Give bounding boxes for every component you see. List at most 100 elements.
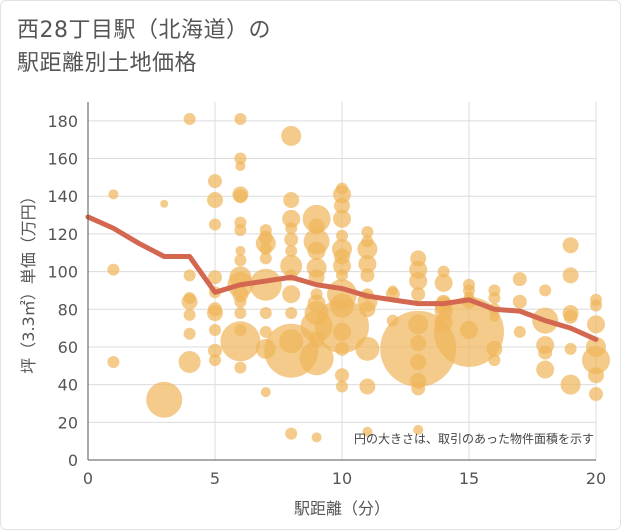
bubble	[333, 322, 351, 341]
x-tick-label: 0	[83, 469, 93, 488]
bubble	[562, 237, 579, 254]
bubble	[311, 432, 322, 443]
bubble	[282, 209, 301, 228]
bubble	[183, 291, 196, 304]
bubble	[183, 327, 196, 340]
bubble	[359, 301, 376, 318]
x-tick-label: 15	[459, 469, 479, 488]
bubble	[460, 320, 478, 339]
bubble	[336, 269, 348, 282]
bubble	[408, 314, 429, 335]
bubble	[358, 255, 377, 274]
bubble	[208, 343, 222, 358]
bubble	[183, 112, 196, 125]
bubble	[434, 273, 453, 292]
y-tick-labels: 0 20 40 60 80 100 120 140 160 180	[47, 112, 78, 470]
bubble	[587, 315, 605, 334]
bubble	[260, 387, 271, 398]
bubble	[235, 161, 246, 172]
bubble	[234, 323, 247, 336]
bubble	[209, 218, 221, 231]
bubble	[107, 356, 120, 369]
bubble	[108, 189, 119, 200]
bubble	[437, 265, 450, 278]
y-tick-label: 40	[58, 376, 78, 395]
bubble	[283, 191, 300, 208]
bubble	[410, 335, 427, 352]
bubble	[307, 241, 326, 260]
bubble	[488, 354, 501, 367]
bubble	[488, 291, 501, 304]
bubble	[359, 378, 376, 395]
bubble	[539, 284, 552, 297]
bubble	[160, 199, 169, 208]
bubble	[178, 351, 201, 374]
bubble	[486, 340, 503, 357]
bubble	[308, 331, 325, 348]
bubble	[310, 288, 323, 301]
bubble	[107, 263, 120, 276]
bubble	[538, 345, 553, 360]
bubble	[361, 226, 374, 239]
x-tick-label: 5	[210, 469, 220, 488]
bubble	[413, 424, 424, 435]
bubble	[334, 248, 350, 265]
bubble	[355, 336, 380, 361]
bubble	[387, 285, 398, 296]
bubble	[586, 336, 606, 357]
x-tick-labels: 0 5 10 15 20	[83, 469, 606, 488]
bubble	[336, 380, 348, 393]
bubble	[234, 152, 247, 165]
bubble	[259, 325, 272, 338]
bubble	[233, 189, 248, 204]
bubble	[410, 250, 427, 267]
bubble	[562, 267, 579, 284]
bubble	[588, 367, 604, 384]
bubble	[334, 197, 350, 214]
bubble	[307, 294, 326, 313]
bubble	[259, 307, 272, 320]
bubble	[234, 361, 247, 374]
bubble	[234, 112, 247, 125]
y-tick-label: 0	[68, 451, 78, 470]
x-tick-label: 20	[586, 469, 606, 488]
y-tick-label: 140	[47, 187, 78, 206]
bubble	[235, 245, 246, 256]
x-axis-title: 駅距離（分）	[294, 499, 390, 518]
bubble	[590, 299, 602, 312]
bubble	[259, 242, 272, 255]
bubble	[536, 360, 555, 379]
bubble	[249, 268, 282, 301]
y-tick-label: 60	[58, 338, 78, 357]
bubble	[330, 293, 354, 318]
bubble	[280, 254, 303, 277]
trend-line	[85, 214, 599, 342]
bubble	[589, 387, 603, 402]
bubble	[361, 235, 374, 248]
bubble	[299, 341, 334, 376]
bubble	[513, 325, 526, 338]
bubble	[333, 209, 351, 228]
bubble	[434, 313, 453, 332]
bubble	[512, 294, 527, 309]
bubble	[489, 311, 500, 322]
y-tick-label: 20	[58, 413, 78, 432]
bubble	[207, 191, 223, 208]
bubble	[234, 307, 247, 320]
bubble	[279, 329, 304, 354]
chart-title: 西28丁目駅（北海道）の 駅距離別土地価格	[17, 14, 271, 80]
bubble-size-note: 円の大きさは、取引のあった物件面積を示す	[354, 431, 594, 446]
bubble	[410, 354, 427, 371]
bubble	[208, 270, 222, 285]
bubble	[234, 224, 247, 237]
bubble	[209, 354, 221, 367]
bubble	[335, 368, 349, 383]
bubble	[512, 272, 527, 287]
bubble	[259, 252, 272, 265]
x-tick-label: 10	[332, 469, 352, 488]
bubble	[564, 342, 577, 355]
bubble	[208, 302, 222, 317]
bubble-series	[107, 112, 610, 443]
bubble	[281, 125, 302, 146]
